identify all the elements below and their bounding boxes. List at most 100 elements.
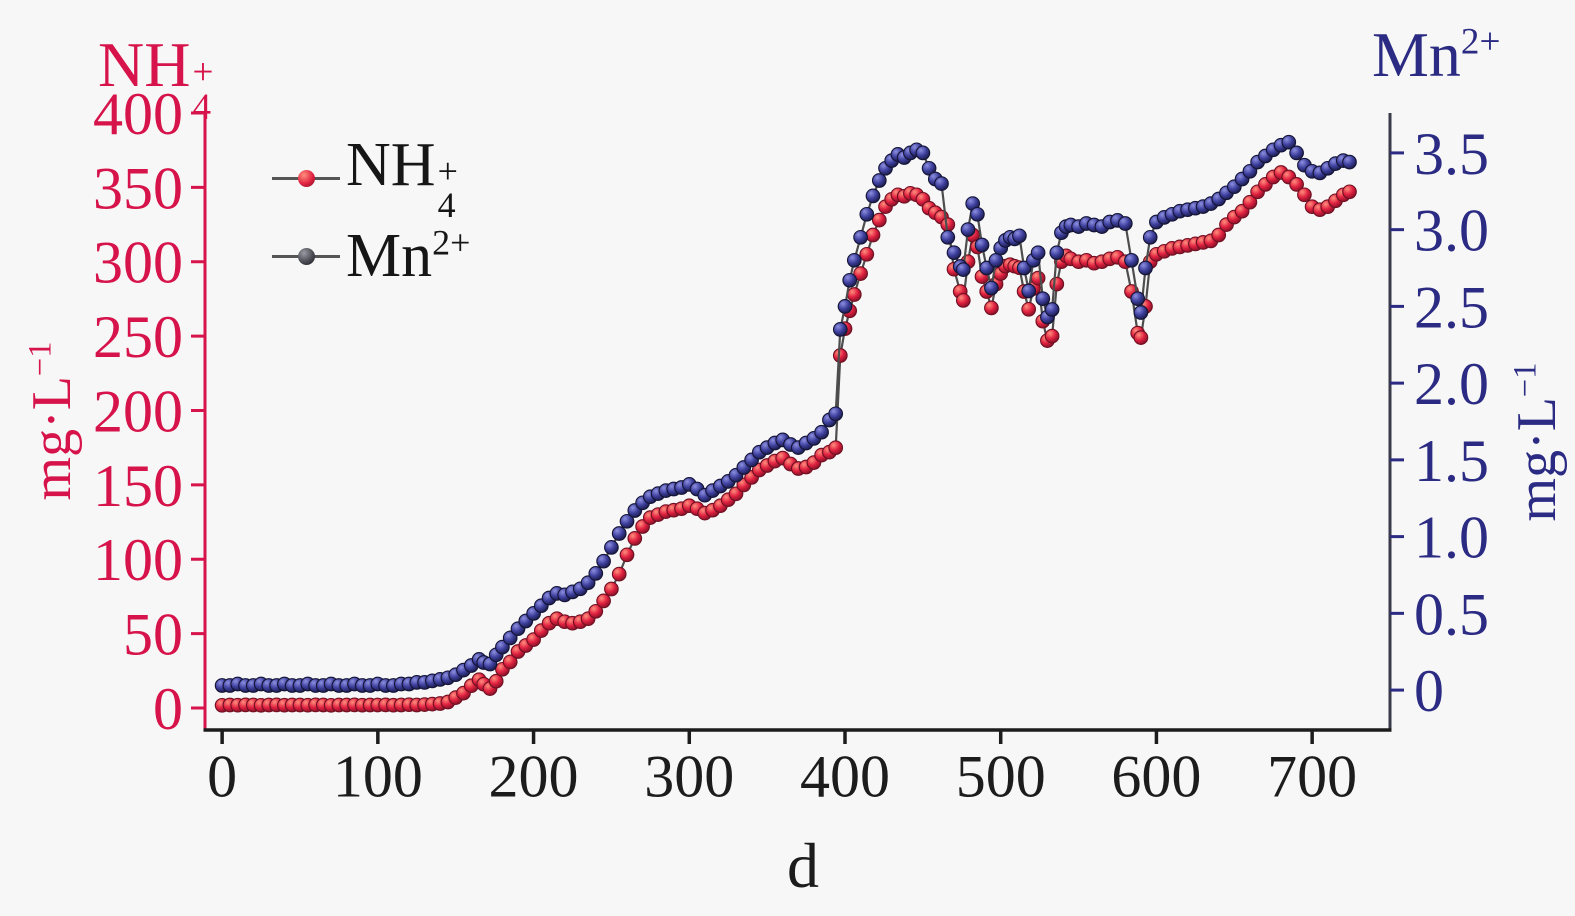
legend-label-mn: Mn2+ [346,222,471,290]
data-point-nh4 [1133,330,1149,345]
data-point-mn [859,206,875,222]
data-point-mn [940,229,956,245]
data-point-nh4 [1049,276,1065,292]
legend-marker-nh4 [298,170,315,187]
data-point-nh4 [596,593,611,609]
data-point-mn [828,406,844,422]
legend-label-nh4: NH +4 [346,130,458,226]
data-point-mn [853,229,868,245]
data-point-mn [1133,305,1149,320]
right-unit-exponent: −1 [1507,362,1544,398]
data-point-mn [1021,283,1037,299]
data-point-mn [946,245,962,261]
data-point-mn [871,173,887,188]
left-unit-base: mg·L [21,376,83,501]
legend-mn-sup: 2+ [432,222,471,263]
data-point-nh4 [1297,187,1312,203]
data-point-mn [619,513,635,529]
data-point-nh4 [846,287,862,302]
data-point-nh4 [1211,227,1227,243]
nh4-superscript: + [192,52,214,94]
data-point-mn [934,176,949,191]
data-point-mn [588,566,604,581]
data-point-nh4 [984,300,999,316]
right-unit-base: mg·L [1506,397,1568,522]
right-axis-title-base: Mn [1372,19,1461,90]
left-tick-label: 400 [93,81,183,147]
right-tick-label: 2.5 [1414,274,1489,340]
left-tick-label: 0 [153,676,183,742]
right-tick-label: 0 [1414,658,1444,724]
right-axis-unit-label: mg·L−1 [1505,363,1569,522]
data-point-nh4 [604,581,619,597]
nh4-subscript: 4 [192,87,211,129]
data-point-mn [1130,291,1146,307]
legend-item-mn: Mn2+ [272,224,470,288]
x-tick-label: 700 [1267,743,1357,809]
legend-mn-base: Mn [346,222,433,290]
data-point-mn [596,553,611,569]
data-point-mn [1117,216,1133,231]
data-point-mn [832,322,848,337]
data-point-mn [915,145,931,161]
data-point-nh4 [832,348,848,363]
data-point-mn [974,237,990,253]
data-point-mn [955,262,971,277]
right-tick-label: 2.0 [1414,351,1489,417]
left-tick-label: 150 [93,453,183,519]
legend-nh4-sub: 4 [437,185,456,226]
data-point-nh4 [588,603,604,619]
data-point-nh4 [871,212,887,228]
data-point-mn [988,252,1004,268]
data-point-mn [1049,245,1065,261]
data-point-mn [1030,245,1046,261]
data-point-nh4 [619,547,635,563]
legend-nh4-sup: + [437,150,458,191]
data-point-mn [842,272,858,288]
data-point-nh4 [1030,270,1046,286]
data-point-mn [1035,291,1051,307]
x-tick-label: 300 [644,743,734,809]
mn-superscript: 2+ [1460,21,1501,63]
right-tick-label: 1.0 [1414,505,1489,571]
legend-key-nh4 [272,169,340,187]
x-axis-title: d [787,830,819,901]
legend-key-mn [272,247,340,265]
data-point-mn [984,280,999,296]
legend-marker-mn [298,248,315,265]
x-tick-label: 600 [1111,743,1201,809]
data-point-mn [1281,134,1297,150]
data-point-nh4 [488,673,504,689]
data-point-mn [960,222,976,237]
legend-item-nh4: NH +4 [272,134,470,223]
left-tick-label: 350 [93,155,183,221]
left-tick-label: 200 [93,378,183,444]
left-axis-title-base: NH [98,29,191,100]
left-tick-label: 250 [93,304,183,370]
right-tick-label: 0.5 [1414,581,1489,647]
data-point-nh4 [865,227,881,243]
right-tick-label: 3.0 [1414,198,1489,264]
data-point-mn [865,188,881,204]
data-point-mn [1142,229,1158,245]
x-tick-label: 400 [800,743,890,809]
legend: NH +4 Mn2+ [272,134,470,288]
left-axis-unit-label: mg·L−1 [20,342,84,501]
data-point-nh4 [859,246,875,262]
nh4-sub-sup-stack: +4 [192,52,214,129]
data-point-mn [814,424,829,440]
data-point-nh4 [1242,194,1258,210]
left-tick-label: 300 [93,230,183,296]
data-point-nh4 [1021,301,1037,317]
data-point-mn [970,206,985,222]
data-point-mn [1289,145,1304,161]
left-tick-label: 100 [93,527,183,593]
data-point-nh4 [627,531,643,546]
data-point-nh4 [1289,177,1304,192]
right-axis-title: Mn2+ [1372,18,1500,92]
legend-nh4-base: NH [346,130,436,199]
left-unit-exponent: −1 [22,341,59,377]
data-point-mn [604,540,619,555]
